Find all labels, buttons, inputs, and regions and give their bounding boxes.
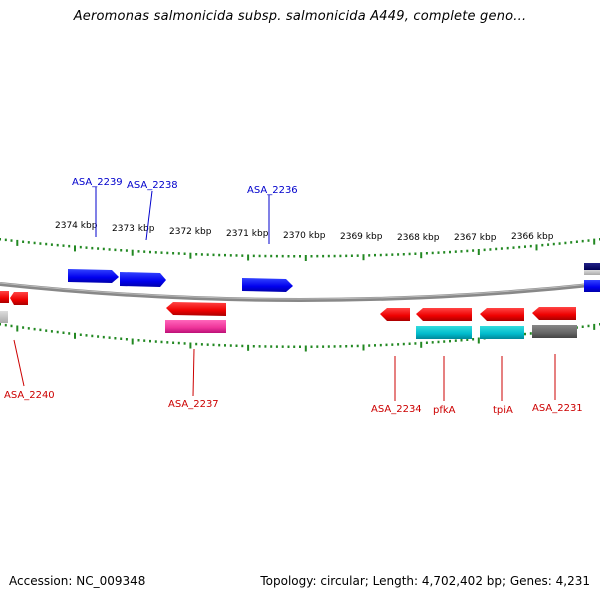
leader-asa-2240 xyxy=(13,339,25,387)
tick-label: 2372 kbp xyxy=(169,227,212,237)
gene-edge-light[interactable] xyxy=(584,270,600,275)
tick-label: 2369 kbp xyxy=(340,232,383,242)
label-asa-2240: ASA_2240 xyxy=(4,390,55,401)
label-pfka: pfkA xyxy=(433,405,456,416)
gene-asa-2236[interactable] xyxy=(242,278,293,292)
label-asa-2239: ASA_2239 xyxy=(72,177,123,188)
accession-text: Accession: NC_009348 xyxy=(9,574,146,588)
label-asa-2238: ASA_2238 xyxy=(127,180,178,191)
gene-asa-2239[interactable] xyxy=(68,269,119,283)
tick-label: 2371 kbp xyxy=(226,229,269,239)
gene-asa-2231[interactable] xyxy=(532,307,576,320)
gene-edge-navy[interactable] xyxy=(584,263,600,270)
gene-edge-gray[interactable] xyxy=(0,311,8,323)
rna-cyan-pfka[interactable] xyxy=(416,326,472,339)
tick-label: 2373 kbp xyxy=(112,224,155,234)
genome-backbone-highlight xyxy=(0,282,600,300)
label-asa-2234: ASA_2234 xyxy=(371,404,422,415)
rna-cyan-tpia[interactable] xyxy=(480,326,524,339)
gene-tpia[interactable] xyxy=(480,308,524,321)
gene-asa-2238[interactable] xyxy=(120,272,166,287)
tick-label: 2367 kbp xyxy=(454,233,497,243)
genome-backbone xyxy=(0,282,600,302)
label-asa-2237: ASA_2237 xyxy=(168,399,219,410)
tick-label: 2374 kbp xyxy=(55,221,98,231)
gene-asa-2234[interactable] xyxy=(380,308,410,321)
gene-labels: ASA_2239 ASA_2238 ASA_2236 ASA_2240 ASA_… xyxy=(4,177,583,416)
label-tpia: tpiA xyxy=(493,405,513,416)
tick-label: 2370 kbp xyxy=(283,231,326,241)
outer-tick-ring xyxy=(0,238,600,261)
tick-label: 2368 kbp xyxy=(397,233,440,243)
map-title: Aeromonas salmonicida subsp. salmonicida… xyxy=(73,9,527,24)
reverse-genes xyxy=(0,291,577,339)
gene-pfka[interactable] xyxy=(416,308,472,321)
label-asa-2236: ASA_2236 xyxy=(247,185,298,196)
tick-labels: 2374 kbp 2373 kbp 2372 kbp 2371 kbp 2370… xyxy=(55,221,554,243)
leader-asa-2237 xyxy=(192,348,195,397)
gene-edge-red-2[interactable] xyxy=(10,292,28,305)
leader-asa-2238 xyxy=(145,190,153,241)
label-asa-2231: ASA_2231 xyxy=(532,403,583,414)
genome-summary-text: Topology: circular; Length: 4,702,402 bp… xyxy=(260,574,590,588)
gene-edge-red-1[interactable] xyxy=(0,291,9,303)
pseudo-gray-2231[interactable] xyxy=(532,325,577,338)
forward-genes xyxy=(68,263,600,292)
gene-asa-2237[interactable] xyxy=(166,302,226,316)
rna-magenta-2237[interactable] xyxy=(165,320,226,333)
gene-leader-lines xyxy=(13,187,556,401)
tick-label: 2366 kbp xyxy=(511,232,554,242)
gene-edge-blue[interactable] xyxy=(584,280,600,292)
